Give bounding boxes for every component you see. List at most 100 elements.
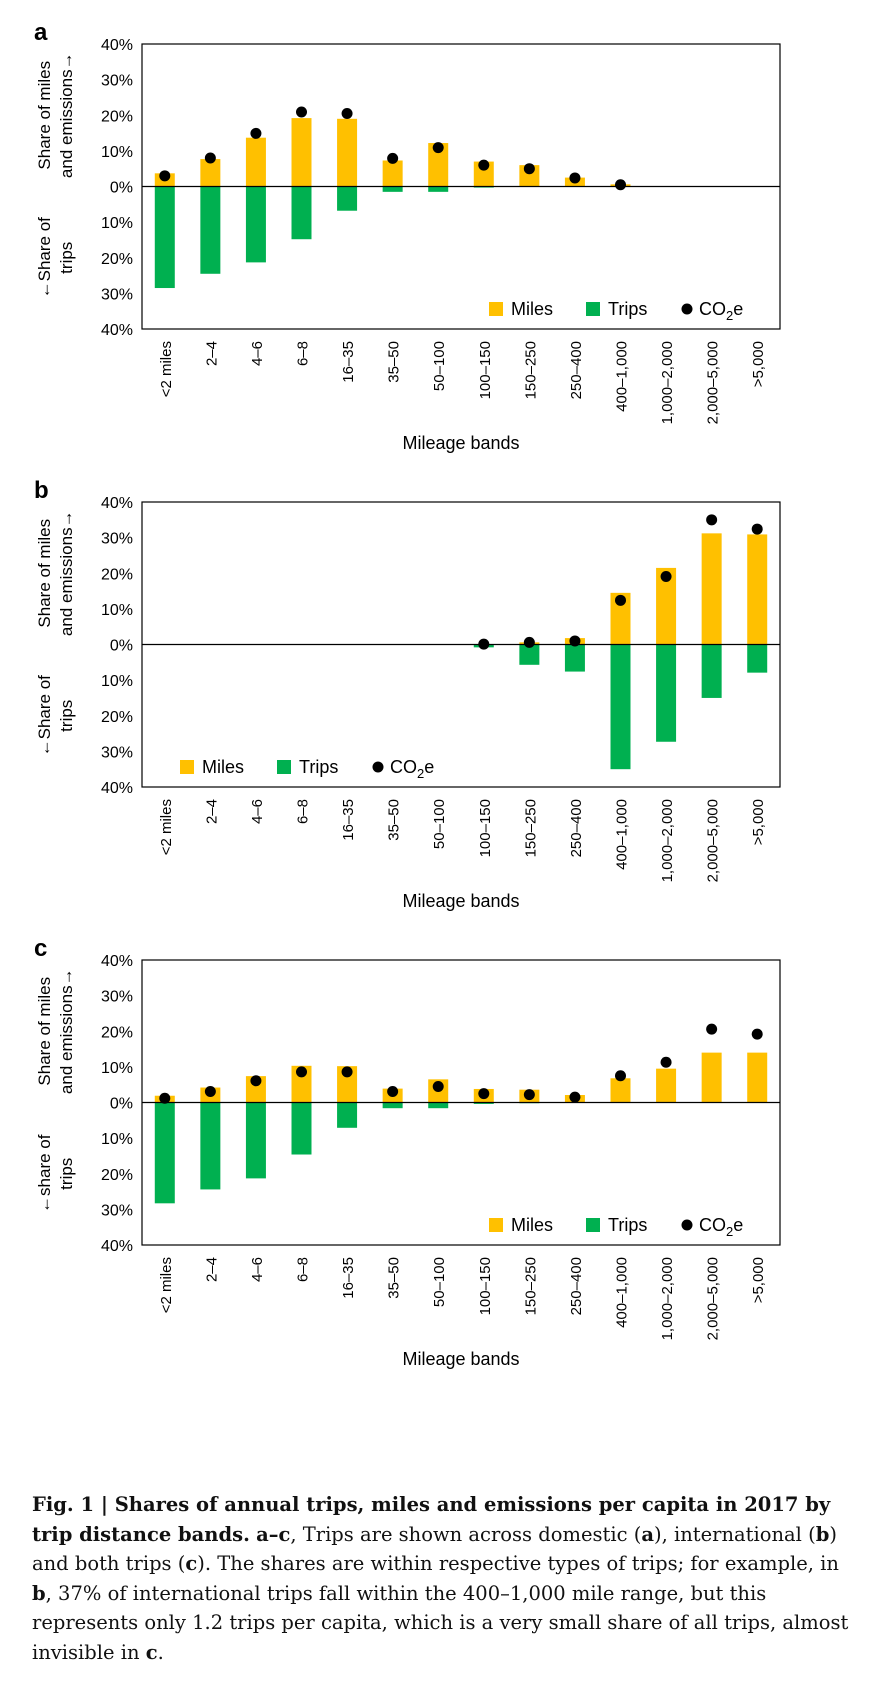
legend-marker-co2e (681, 1219, 693, 1231)
x-tick-label: 6–8 (295, 1257, 312, 1282)
point-co2e (569, 172, 581, 184)
bar-miles (701, 1052, 722, 1103)
point-co2e (159, 170, 171, 182)
y-axis-label-upper: Share of miles (35, 977, 54, 1086)
x-tick-label: 35–50 (386, 341, 403, 383)
bar-trips (337, 186, 358, 211)
x-tick-label: >5,000 (750, 799, 767, 845)
point-co2e (569, 1091, 581, 1103)
x-tick-label: 6–8 (295, 341, 312, 366)
legend-co2-tail: e (733, 299, 743, 319)
y-tick-label: 40% (101, 495, 133, 512)
legend-co2-base: CO (699, 299, 726, 319)
legend-co2-sub: 2 (726, 308, 733, 323)
legend-swatch-trips (586, 302, 600, 316)
bar-miles (701, 533, 722, 645)
x-tick-label: <2 miles (158, 341, 175, 397)
chart-panel-a: a 40% 30% 20% 10% 0% 10% 20% 30% 40% Share of mile… (34, 19, 781, 453)
y-tick-label: 0% (110, 1096, 133, 1113)
y-tick-label: 20% (101, 709, 133, 726)
bar-trips (610, 644, 631, 770)
bar-miles (428, 143, 449, 187)
x-tick-label: 2,000–5,000 (705, 1257, 722, 1340)
x-tick-label: 4–6 (249, 1257, 266, 1282)
panel-label: b (34, 477, 49, 504)
legend-label-co2e: CO2e (699, 1215, 743, 1239)
point-co2e (432, 142, 444, 154)
chart-panel-c: c 40% 30% 20% 10% 0% 10% 20% 30% 40% Share of mile… (34, 935, 781, 1369)
legend-label-miles: Miles (202, 757, 244, 777)
x-tick-label: 1,000–2,000 (659, 799, 676, 882)
y-axis-label-upper: Share of miles (35, 519, 54, 628)
y-tick-label: 10% (101, 673, 133, 690)
bar-trips (656, 644, 677, 742)
caption-ref-a: a (641, 1522, 654, 1546)
x-tick-label: >5,000 (750, 341, 767, 387)
legend-label-miles: Miles (511, 1215, 553, 1235)
x-tick-label: 6–8 (295, 799, 312, 824)
y-tick-label: 30% (101, 744, 133, 761)
point-co2e (341, 107, 353, 119)
legend-label-miles: Miles (511, 299, 553, 319)
x-tick-label: 400–1,000 (614, 341, 631, 412)
y-axis-label-upper: and emissions→ (57, 510, 76, 636)
y-tick-label: 0% (110, 180, 133, 197)
x-tick-label: 1,000–2,000 (659, 341, 676, 424)
point-co2e (615, 1070, 626, 1082)
x-tick-label: 250–400 (568, 341, 585, 399)
point-co2e (478, 638, 490, 650)
bar-miles (656, 1068, 677, 1103)
figure-charts: a 40%30%20%10%0%10%20%30%40%Share of mile… (34, 19, 781, 1369)
x-tick-label: 4–6 (249, 799, 266, 824)
caption-text-1: , Trips are shown across domestic ( (290, 1522, 642, 1546)
bar-trips (337, 1102, 358, 1128)
legend-swatch-miles (489, 1218, 503, 1232)
legend-label-trips: Trips (608, 1215, 647, 1235)
legend-co2-base: CO (699, 1215, 726, 1235)
bar-trips (200, 1102, 221, 1190)
x-tick-label: 250–400 (568, 1257, 585, 1315)
point-co2e (159, 1092, 171, 1104)
y-axis-label-upper: and emissions→ (57, 52, 76, 178)
bar-trips (701, 644, 722, 698)
x-tick-label: 250–400 (568, 799, 585, 857)
x-axis-label: Mileage bands (402, 433, 519, 453)
point-co2e (296, 1066, 307, 1078)
y-tick-label: 30% (101, 286, 133, 303)
caption-text-3: ) and both trips ( (32, 1522, 837, 1576)
y-axis-label-upper: and emissions→ (57, 968, 76, 1094)
x-axis-label: Mileage bands (402, 1349, 519, 1369)
bar-trips (428, 186, 449, 192)
y-axis-label-lower: trips (57, 242, 76, 274)
x-tick-label: 2,000–5,000 (705, 341, 722, 424)
y-tick-label: 10% (101, 144, 133, 161)
bar-trips (200, 186, 221, 274)
bar-miles (200, 159, 221, 187)
x-tick-label: 100–150 (477, 341, 494, 399)
x-tick-label: 100–150 (477, 799, 494, 857)
point-co2e (387, 1085, 399, 1097)
point-co2e (615, 594, 626, 606)
bar-trips (519, 644, 540, 665)
y-axis-label-lower: trips (57, 1158, 76, 1190)
y-tick-label: 40% (101, 322, 133, 339)
y-tick-label: 30% (101, 1202, 133, 1219)
x-tick-label: 400–1,000 (614, 799, 631, 870)
y-tick-label: 20% (101, 1024, 133, 1041)
point-co2e (478, 159, 490, 171)
x-tick-label: 150–250 (522, 799, 539, 857)
x-tick-label: 100–150 (477, 1257, 494, 1315)
caption-lead: a–c (256, 1522, 291, 1546)
y-axis-label-upper: Share of miles (35, 61, 54, 170)
point-co2e (296, 106, 307, 118)
bar-miles (656, 567, 677, 645)
point-co2e (250, 127, 262, 139)
y-tick-label: 20% (101, 566, 133, 583)
legend-label-trips: Trips (608, 299, 647, 319)
x-tick-label: 1,000–2,000 (659, 1257, 676, 1340)
bar-miles (473, 161, 494, 187)
point-co2e (204, 152, 216, 164)
bar-trips (564, 644, 585, 672)
bar-trips (473, 1102, 494, 1104)
x-tick-label: >5,000 (750, 1257, 767, 1303)
